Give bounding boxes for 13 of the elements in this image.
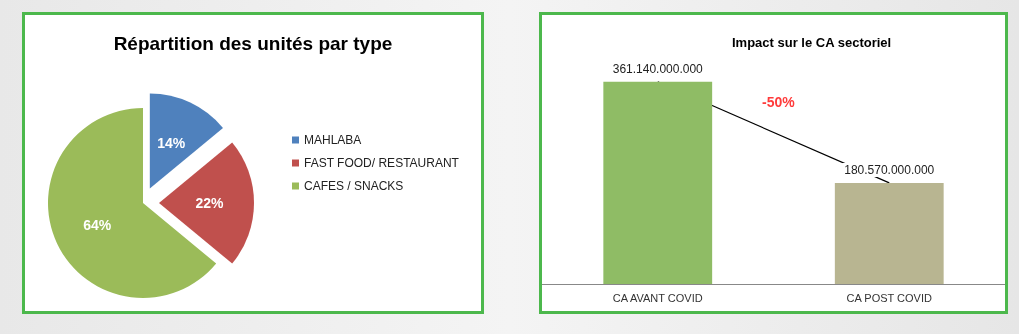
annotation: -50%: [762, 94, 796, 110]
data-label: 180.570.000.000: [844, 162, 935, 177]
legend-label: FAST FOOD/ RESTAURANT: [304, 156, 460, 170]
data-label: 361.140.000.000: [612, 61, 704, 76]
legend-label: CAFES / SNACKS: [304, 179, 404, 193]
chart-title: Impact sur le CA sectoriel: [732, 35, 892, 50]
data-label: 14%: [157, 134, 186, 151]
x-tick-label: CA AVANT COVID: [612, 291, 703, 304]
data-label: 64%: [83, 216, 112, 233]
data-label: 22%: [195, 195, 225, 211]
x-tick-label: CA POST COVID: [846, 291, 932, 304]
legend-label: MAHLABA: [304, 133, 362, 147]
chart-title: Répartition des unités par type: [113, 33, 393, 54]
